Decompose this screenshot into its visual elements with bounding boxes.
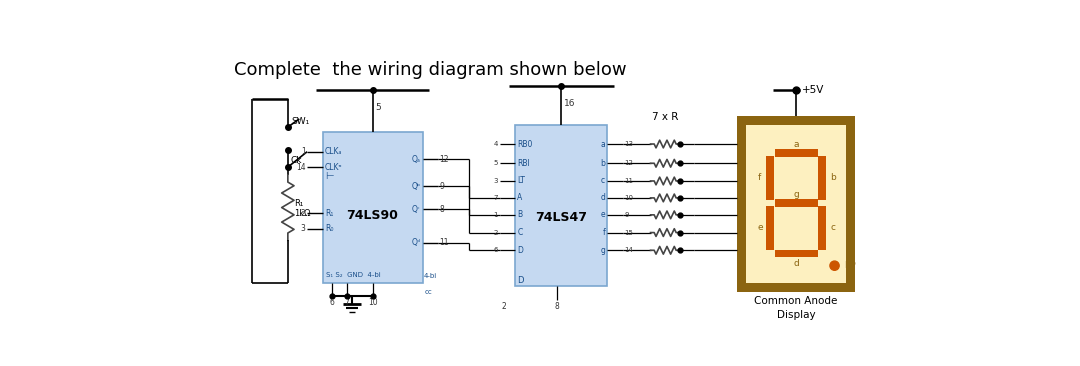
Text: R₁: R₁ [325,209,334,218]
Text: f: f [603,228,605,237]
Text: 4-bi: 4-bi [424,273,437,280]
Text: 12: 12 [440,155,449,164]
Text: 9: 9 [440,182,444,191]
Text: 9: 9 [624,212,629,218]
Text: 11: 11 [624,178,633,184]
Text: 10: 10 [367,298,377,307]
Bar [819,206,826,250]
Text: c: c [600,176,605,186]
Bar [766,206,773,250]
Text: 6: 6 [494,247,498,253]
Text: 8: 8 [440,205,444,214]
Text: RB0: RB0 [517,139,532,149]
Text: e: e [600,210,605,219]
Text: +5V: +5V [802,85,825,95]
Bar [515,125,607,287]
Text: 1: 1 [301,147,306,156]
Text: 2: 2 [301,209,306,218]
Text: Qᶜ: Qᶜ [411,205,420,214]
Text: R₁: R₁ [294,199,303,208]
Bar [737,116,855,292]
Bar [323,132,422,283]
Text: g: g [600,246,605,255]
Text: D: D [517,276,524,285]
Text: A: A [517,193,523,202]
Bar [766,156,773,200]
Text: 74LS90: 74LS90 [347,209,399,222]
Bar [775,199,818,207]
Text: 11: 11 [440,238,449,247]
Text: f: f [758,173,761,182]
Text: RBI: RBI [517,159,530,168]
Text: Complete  the wiring diagram shown below: Complete the wiring diagram shown below [234,61,626,79]
Text: D: D [517,246,523,255]
Text: 6: 6 [329,298,334,307]
Text: 3: 3 [300,224,306,233]
Text: 7 x R: 7 x R [652,112,678,122]
Text: 2: 2 [501,302,505,311]
Text: C: C [517,228,523,237]
Text: R₀: R₀ [325,224,334,233]
Text: DP: DP [843,261,855,270]
Text: S₁ S₂  GND  4-bi: S₁ S₂ GND 4-bi [326,272,381,278]
Text: 7: 7 [345,298,350,307]
Text: Qᵈ: Qᵈ [411,238,420,247]
Text: 13: 13 [624,141,633,147]
Text: g: g [793,190,799,199]
Text: 8: 8 [555,302,559,311]
Text: e: e [757,224,762,232]
Text: 7: 7 [494,195,498,201]
Text: 74LS47: 74LS47 [536,211,588,224]
Text: b: b [831,173,836,182]
Text: LT: LT [517,176,525,186]
Text: SW₁: SW₁ [292,116,310,126]
Text: 3: 3 [494,178,498,184]
Text: 4: 4 [494,141,498,147]
Text: 10: 10 [624,195,633,201]
Circle shape [829,261,839,270]
Text: 1kΩ: 1kΩ [294,209,311,218]
Text: c: c [831,224,836,232]
Text: Qₐ: Qₐ [411,155,420,164]
Text: ⊢: ⊢ [325,171,334,182]
Text: CLKₐ: CLKₐ [325,147,342,156]
Text: a: a [794,139,799,149]
Text: 5: 5 [376,102,381,112]
Text: Ck: Ck [291,156,302,165]
Text: Qᵇ: Qᵇ [411,182,420,191]
Bar [775,250,818,257]
Text: 2: 2 [494,229,498,236]
Text: 16: 16 [564,99,576,108]
Bar [775,149,818,157]
Text: 1: 1 [494,212,498,218]
Bar [746,125,846,283]
Text: Common Anode
Display: Common Anode Display [754,296,838,320]
Text: 12: 12 [624,160,633,166]
Text: d: d [793,259,799,268]
Text: b: b [600,159,605,168]
Text: cᴄ: cᴄ [424,289,432,295]
Text: 15: 15 [624,229,633,236]
Bar [819,156,826,200]
Text: 14: 14 [624,247,633,253]
Text: CLKᵊ: CLKᵊ [325,163,342,172]
Text: d: d [600,193,605,202]
Text: B: B [517,210,523,219]
Text: 5: 5 [494,160,498,166]
Text: a: a [600,139,605,149]
Text: 14: 14 [296,163,306,172]
